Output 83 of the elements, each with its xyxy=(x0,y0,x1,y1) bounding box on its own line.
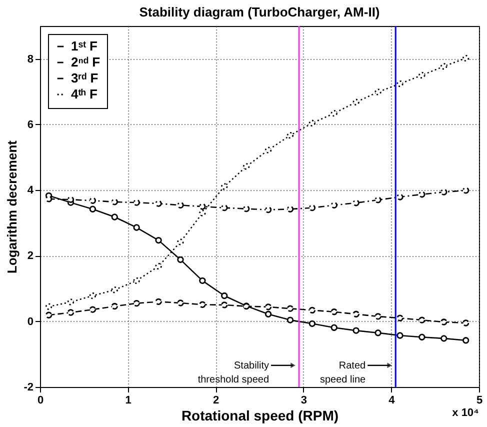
point xyxy=(374,88,382,96)
point xyxy=(462,187,470,194)
point xyxy=(396,194,404,200)
point xyxy=(440,335,448,342)
point xyxy=(352,98,360,106)
point xyxy=(418,334,426,340)
point xyxy=(374,196,382,204)
point xyxy=(308,306,316,314)
point xyxy=(177,202,184,209)
legend-label: 1ˢᵗ F xyxy=(71,38,98,54)
point xyxy=(155,200,162,207)
point xyxy=(286,305,294,312)
point xyxy=(67,309,74,316)
point xyxy=(374,330,382,336)
point xyxy=(330,308,338,316)
ref-line-label: Rated speed line xyxy=(320,360,366,386)
point xyxy=(67,196,74,203)
point xyxy=(440,188,448,196)
text: x 10⁴ xyxy=(452,407,479,419)
y-tick-label: 2 xyxy=(27,250,34,262)
point xyxy=(396,332,404,339)
point xyxy=(462,320,470,326)
point xyxy=(286,316,294,324)
x-tick-label: 3 xyxy=(300,394,307,406)
point xyxy=(89,206,96,212)
point xyxy=(242,205,250,212)
point xyxy=(177,300,184,306)
point xyxy=(221,292,228,300)
legend-label: 2ⁿᵈ F xyxy=(71,54,100,70)
point xyxy=(352,327,360,334)
y-tick-label: -2 xyxy=(24,382,34,394)
y-tick-label: 4 xyxy=(27,184,34,197)
chart-title: Stability diagram (TurboCharger, AM-II) xyxy=(139,4,380,20)
point xyxy=(352,310,360,318)
point xyxy=(111,214,118,220)
point xyxy=(133,199,140,206)
point xyxy=(396,314,404,322)
point xyxy=(330,202,338,209)
y-tick-label: 6 xyxy=(27,118,34,131)
point xyxy=(133,277,140,284)
point xyxy=(133,224,140,231)
point xyxy=(330,324,338,331)
point xyxy=(199,203,206,210)
point xyxy=(462,337,470,344)
x-tick-label: 2 xyxy=(213,394,220,406)
point xyxy=(111,302,118,310)
point xyxy=(199,301,206,308)
point xyxy=(221,302,228,308)
y-tick-label: 0 xyxy=(27,316,34,328)
point xyxy=(155,236,162,244)
ref-line-label: Stability threshold speed xyxy=(198,360,270,386)
x-tick-label: 0 xyxy=(37,394,44,406)
point xyxy=(133,300,140,307)
point xyxy=(374,313,382,320)
point xyxy=(45,196,52,202)
point xyxy=(89,197,96,204)
point xyxy=(111,198,118,206)
point xyxy=(418,316,426,324)
x-axis-title: Rotational speed (RPM) xyxy=(181,408,339,424)
point xyxy=(264,206,272,214)
point xyxy=(440,318,448,326)
x-tick-label: 5 xyxy=(476,394,483,406)
point xyxy=(264,310,272,318)
y-tick-label: 8 xyxy=(27,53,34,66)
x-tick-label: 4 xyxy=(388,394,396,406)
point xyxy=(199,277,206,284)
legend-label: 3ʳᵈ F xyxy=(71,70,98,86)
point xyxy=(177,256,184,264)
point xyxy=(352,200,360,206)
y-axis-title: Logarithm decrement xyxy=(4,140,20,274)
point xyxy=(308,204,316,212)
point xyxy=(45,312,52,318)
legend-label: 4ᵗʰ F xyxy=(71,86,98,102)
point xyxy=(221,204,228,212)
point xyxy=(418,191,426,198)
point xyxy=(264,304,272,310)
point xyxy=(308,320,316,327)
point xyxy=(155,298,162,306)
point xyxy=(89,306,96,313)
point xyxy=(264,146,272,154)
point xyxy=(396,80,404,88)
x-tick-label: 1 xyxy=(125,394,132,406)
point xyxy=(286,206,294,212)
